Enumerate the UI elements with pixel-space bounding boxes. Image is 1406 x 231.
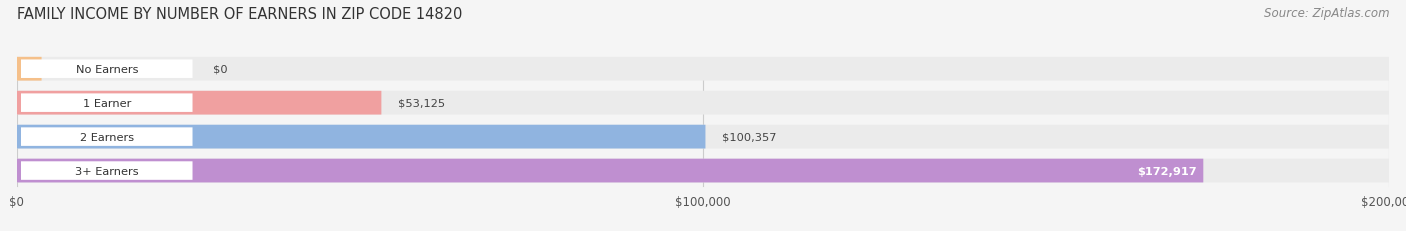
FancyBboxPatch shape <box>21 162 193 180</box>
FancyBboxPatch shape <box>21 128 193 146</box>
FancyBboxPatch shape <box>17 91 381 115</box>
Text: Source: ZipAtlas.com: Source: ZipAtlas.com <box>1264 7 1389 20</box>
FancyBboxPatch shape <box>17 58 1389 81</box>
FancyBboxPatch shape <box>17 159 1389 183</box>
FancyBboxPatch shape <box>17 125 1389 149</box>
Text: $100,357: $100,357 <box>721 132 776 142</box>
Text: $53,125: $53,125 <box>398 98 444 108</box>
FancyBboxPatch shape <box>21 60 193 79</box>
Text: 1 Earner: 1 Earner <box>83 98 131 108</box>
Text: 3+ Earners: 3+ Earners <box>75 166 139 176</box>
FancyBboxPatch shape <box>17 159 1204 183</box>
Text: No Earners: No Earners <box>76 64 138 74</box>
FancyBboxPatch shape <box>21 94 193 112</box>
Text: $0: $0 <box>214 64 228 74</box>
Text: $172,917: $172,917 <box>1137 166 1197 176</box>
FancyBboxPatch shape <box>17 125 706 149</box>
Text: 2 Earners: 2 Earners <box>80 132 134 142</box>
FancyBboxPatch shape <box>17 58 42 81</box>
Text: FAMILY INCOME BY NUMBER OF EARNERS IN ZIP CODE 14820: FAMILY INCOME BY NUMBER OF EARNERS IN ZI… <box>17 7 463 22</box>
FancyBboxPatch shape <box>17 91 1389 115</box>
